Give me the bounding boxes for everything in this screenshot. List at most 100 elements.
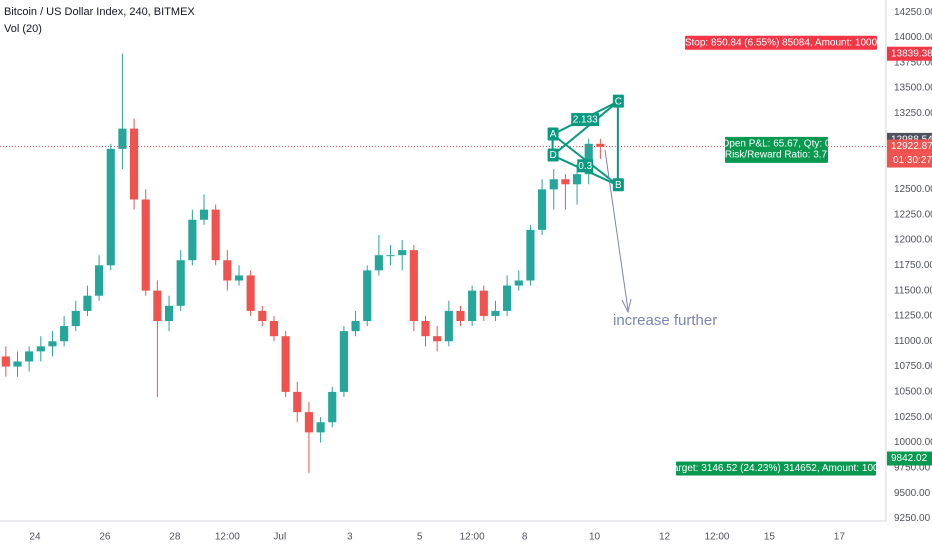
candle-body	[572, 174, 582, 185]
candle-body	[561, 179, 570, 185]
countdown: 01:30:27	[893, 155, 932, 166]
candle-body	[106, 148, 115, 266]
pattern-point-label: D	[549, 150, 556, 161]
target-label: Target: 3146.52 (24.23%) 314652, Amount:…	[668, 463, 885, 474]
y-tick-label: 10000.00	[894, 437, 932, 448]
candle-body	[538, 189, 547, 230]
last-price-box	[887, 139, 932, 154]
x-tick-label: 12:00	[704, 532, 729, 543]
candle-body	[25, 351, 34, 362]
y-tick-label: 10500.00	[894, 387, 932, 398]
candle-body	[339, 331, 348, 392]
ratio-box	[577, 159, 594, 173]
chart-title: Bitcoin / US Dollar Index, 240, BITMEX	[4, 6, 195, 18]
candle-body	[468, 290, 477, 322]
candle-body	[71, 310, 80, 327]
pattern-point-box	[547, 127, 559, 141]
candle-body	[36, 346, 45, 352]
candle-body	[13, 361, 22, 367]
pattern-line	[551, 100, 619, 157]
candle-body	[164, 305, 174, 322]
stop-label: Stop: 850.84 (6.55%) 85084, Amount: 1000	[685, 37, 878, 48]
candle-body	[153, 290, 162, 322]
y-tick-label: 11500.00	[894, 285, 932, 296]
x-tick-label: 28	[169, 532, 181, 543]
candle-body	[351, 321, 360, 332]
x-tick-label: 12:00	[460, 532, 485, 543]
candle-body	[304, 412, 314, 433]
y-tick-label: 11000.00	[894, 336, 932, 347]
last-price: 12922.87	[891, 141, 932, 152]
pattern-point-label: B	[615, 180, 622, 191]
x-tick-label: 26	[99, 532, 111, 543]
candle-body	[386, 255, 395, 257]
candle-body	[409, 250, 418, 322]
pattern-point-box	[612, 178, 624, 192]
candle-body	[60, 326, 69, 342]
y-tick-label: 14000.00	[894, 32, 932, 43]
pattern-point-label: A	[550, 129, 557, 140]
target-label-box	[676, 461, 876, 476]
candle-body	[549, 179, 558, 190]
candle-body	[398, 250, 407, 256]
candle-body	[269, 321, 279, 337]
candle-body	[199, 209, 209, 220]
y-tick-label: 9250.00	[894, 513, 931, 524]
target-price: 9842.02	[891, 453, 928, 464]
countdown-box	[887, 153, 932, 168]
y-tick-label: 12250.00	[894, 209, 932, 220]
y-tick-label: 9500.00	[894, 488, 931, 499]
x-tick-label: 12:00	[215, 532, 240, 543]
candle-body	[95, 265, 104, 296]
candle-body	[514, 280, 523, 286]
y-tick-label: 13250.00	[894, 108, 932, 119]
candle-body	[118, 128, 127, 149]
candle-body	[141, 199, 150, 291]
ratio-box	[571, 113, 600, 127]
ratio-label: 2.133	[573, 115, 598, 126]
x-tick-label: 15	[764, 532, 776, 543]
candle-body	[246, 275, 255, 311]
stop-label-box	[685, 35, 877, 50]
candle-body	[258, 310, 267, 322]
candle-body	[374, 255, 383, 271]
pnl-box	[725, 136, 828, 163]
x-tick-label: 5	[417, 532, 423, 543]
y-tick-label: 11250.00	[894, 311, 932, 322]
pattern-point-box	[547, 148, 559, 162]
candle-body	[503, 285, 512, 311]
pnl-label: Open P&L: 65.67, Qty: 0	[722, 139, 831, 150]
stop-price: 13839.38	[891, 48, 932, 59]
candle-body	[1, 356, 10, 367]
candle-body	[444, 310, 453, 342]
y-tick-label: 14250.00	[894, 7, 932, 18]
x-tick-label: 10	[589, 532, 601, 543]
x-tick-label: 12	[659, 532, 671, 543]
pattern-point-box	[612, 94, 624, 108]
x-tick-label: 8	[522, 532, 528, 543]
stop-price-box	[887, 46, 932, 61]
candle-body	[293, 391, 302, 413]
y-tick-label: 12000.00	[894, 235, 932, 246]
candle-body	[596, 143, 605, 147]
arrow	[604, 149, 629, 311]
candle-body	[433, 336, 442, 342]
candle-body	[129, 128, 139, 200]
target-price-box	[887, 451, 932, 466]
candle-body	[83, 295, 92, 311]
candle-body	[526, 229, 535, 281]
ratio-label: 0.3	[578, 161, 592, 172]
y-tick-label: 10250.00	[894, 412, 932, 423]
candle-body	[328, 391, 337, 423]
candle-body	[281, 336, 290, 392]
arrow-head	[621, 298, 632, 314]
candle-body	[211, 209, 220, 261]
candle-body	[421, 321, 430, 337]
candle-body	[234, 275, 244, 281]
candle-body	[479, 290, 488, 316]
candle-body	[363, 270, 372, 322]
candle-body	[188, 219, 197, 261]
y-tick-label: 13500.00	[894, 83, 932, 94]
